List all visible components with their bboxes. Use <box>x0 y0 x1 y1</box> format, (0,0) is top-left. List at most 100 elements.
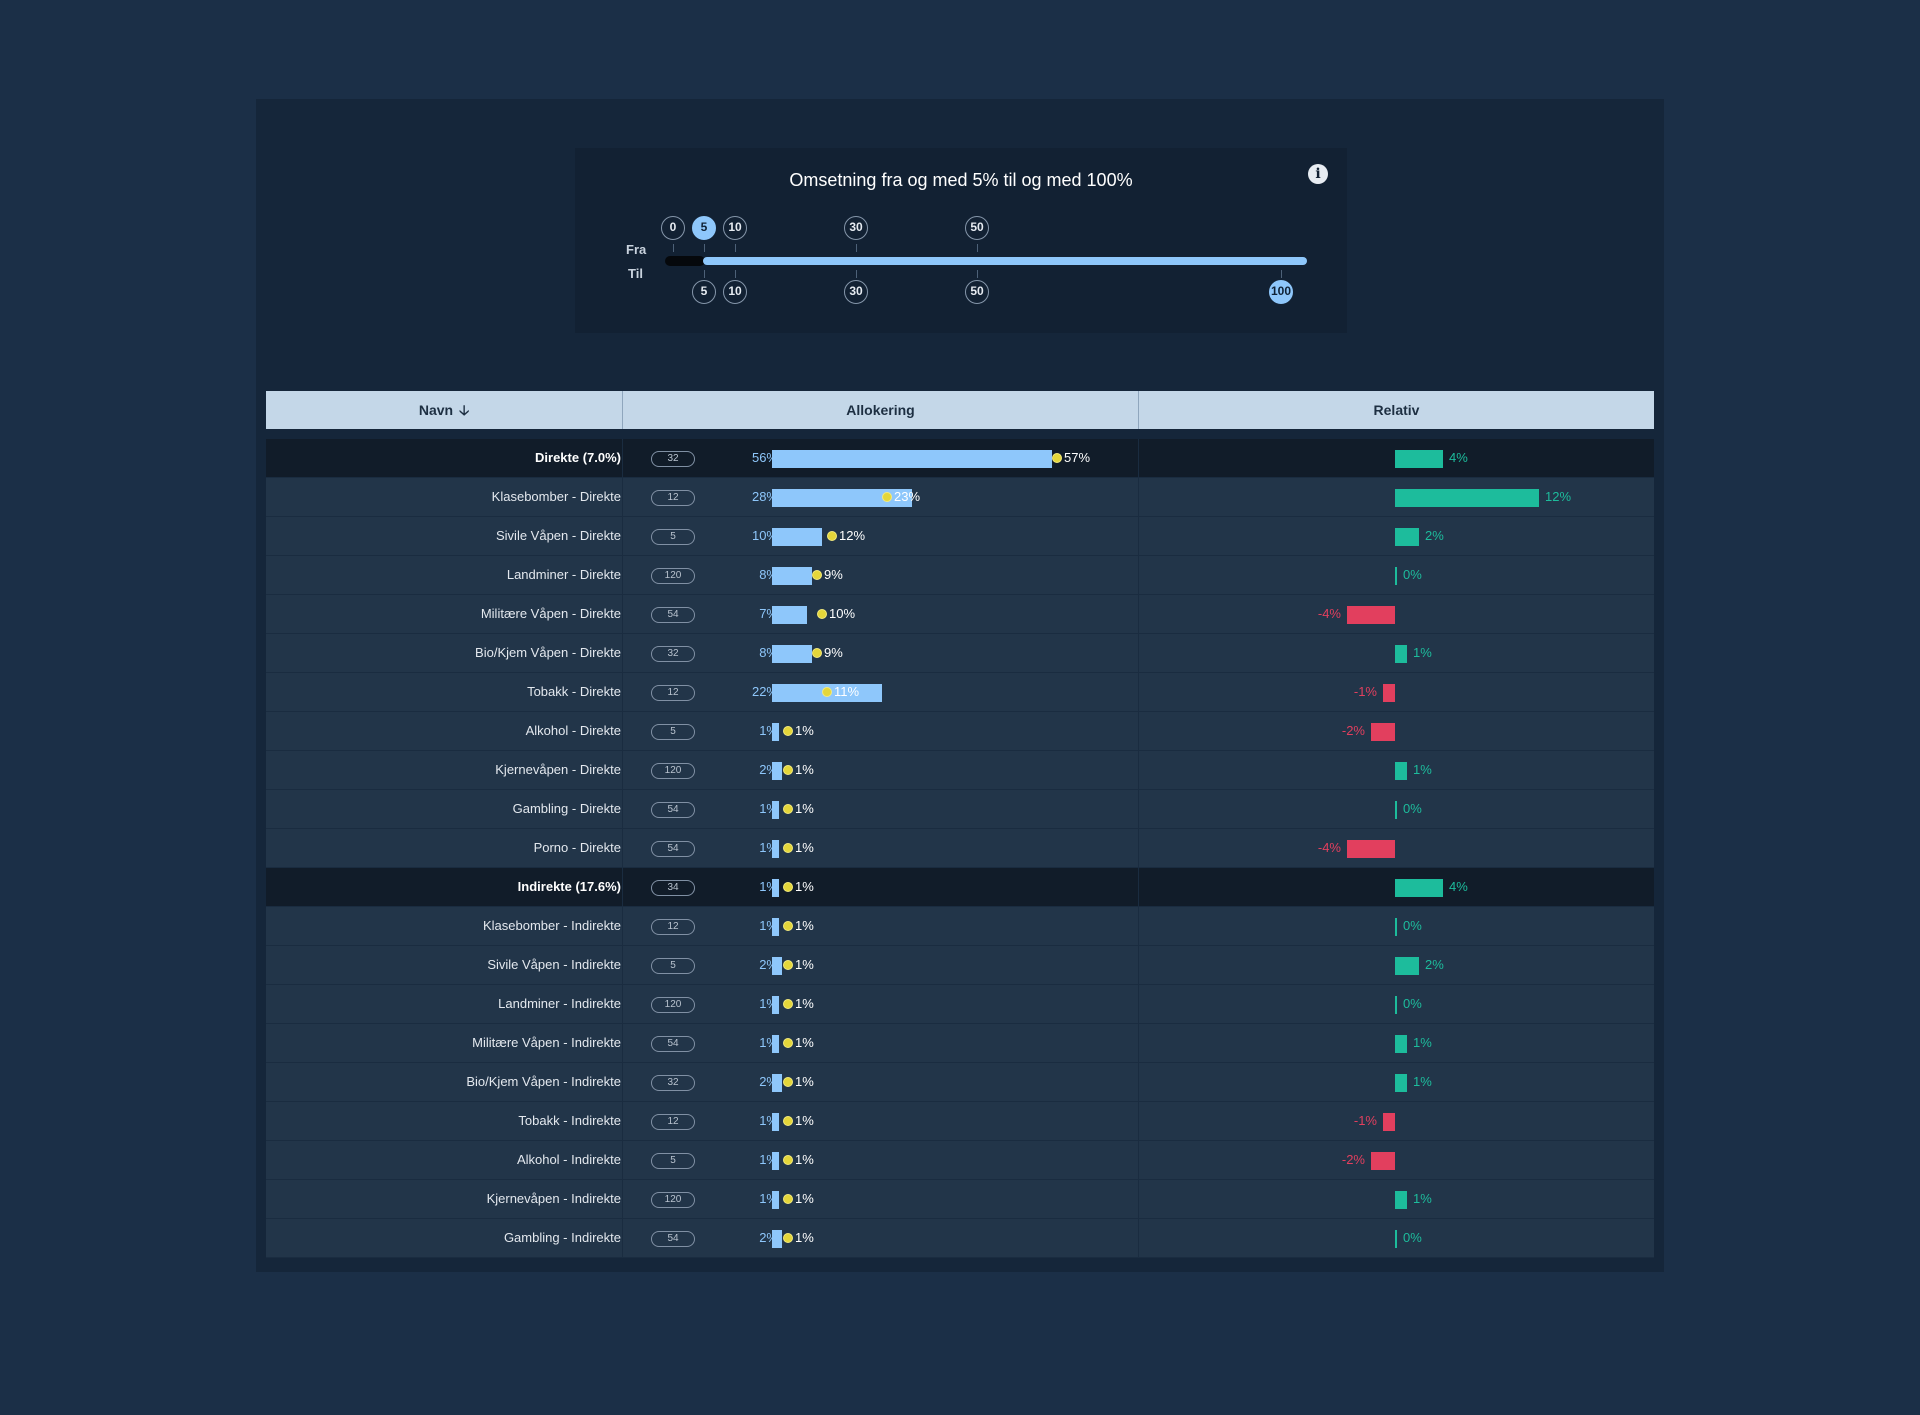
from-tick-10 <box>735 244 736 252</box>
table-row[interactable]: Tobakk - Direkte 12 22% 11% -1% <box>266 673 1654 712</box>
benchmark-marker <box>783 921 793 931</box>
row-name: Klasebomber - Direkte <box>491 489 621 504</box>
column-divider <box>622 907 623 945</box>
group-row[interactable]: Direkte (7.0%) 32 56% 57% 4% <box>266 439 1654 478</box>
row-name: Sivile Våpen - Indirekte <box>487 957 621 972</box>
allocation-bar <box>772 957 782 975</box>
table-row[interactable]: Alkohol - Direkte 5 1% 1% -2% <box>266 712 1654 751</box>
from-step-5[interactable]: 5 <box>692 216 716 240</box>
column-divider <box>1138 946 1139 984</box>
column-divider <box>622 985 623 1023</box>
relative-bar <box>1395 918 1397 936</box>
allocation-value: 28% <box>751 489 778 504</box>
benchmark-value: 9% <box>824 645 843 660</box>
benchmark-marker <box>783 1194 793 1204</box>
slider-track[interactable] <box>665 256 705 266</box>
to-step-30[interactable]: 30 <box>844 280 868 304</box>
column-header-relative[interactable]: Relativ <box>1138 391 1654 429</box>
group-row[interactable]: Indirekte (17.6%) 34 1% 1% 4% <box>266 868 1654 907</box>
row-name: Indirekte (17.6%) <box>517 879 621 894</box>
column-divider <box>1138 1024 1139 1062</box>
relative-bar <box>1395 762 1407 780</box>
benchmark-marker <box>783 882 793 892</box>
relative-bar <box>1395 645 1407 663</box>
row-name: Kjernevåpen - Indirekte <box>486 1191 621 1206</box>
row-name: Gambling - Indirekte <box>503 1230 621 1245</box>
column-divider <box>1138 907 1139 945</box>
column-divider <box>1138 829 1139 867</box>
column-divider <box>622 1180 623 1218</box>
relative-bar <box>1383 1113 1395 1131</box>
benchmark-marker <box>882 492 892 502</box>
benchmark-value: 1% <box>795 801 814 816</box>
benchmark-marker <box>783 1155 793 1165</box>
column-divider <box>1138 790 1139 828</box>
slider-selected-range[interactable] <box>703 257 1307 265</box>
relative-value: 0% <box>1403 567 1422 582</box>
table-header: Navn 🡣 Allokering Relativ <box>266 391 1654 429</box>
info-icon[interactable]: i <box>1308 164 1328 184</box>
row-name: Sivile Våpen - Direkte <box>496 528 621 543</box>
table-row[interactable]: Kjernevåpen - Indirekte 120 1% 1% 1% <box>266 1180 1654 1219</box>
benchmark-value: 1% <box>795 762 814 777</box>
allocation-bar <box>772 879 779 897</box>
holdings-count-badge: 5 <box>651 724 695 740</box>
table-row[interactable]: Bio/Kjem Våpen - Direkte 32 8% 9% 1% <box>266 634 1654 673</box>
holdings-count-badge: 120 <box>651 1192 695 1208</box>
column-header-allocation[interactable]: Allokering <box>622 391 1138 429</box>
table-row[interactable]: Landminer - Indirekte 120 1% 1% 0% <box>266 985 1654 1024</box>
holdings-count-badge: 12 <box>651 919 695 935</box>
benchmark-value: 1% <box>795 1074 814 1089</box>
table-row[interactable]: Tobakk - Indirekte 12 1% 1% -1% <box>266 1102 1654 1141</box>
benchmark-value: 1% <box>795 723 814 738</box>
table-row[interactable]: Landminer - Direkte 120 8% 9% 0% <box>266 556 1654 595</box>
column-header-name[interactable]: Navn 🡣 <box>266 391 622 429</box>
table-row[interactable]: Gambling - Indirekte 54 2% 1% 0% <box>266 1219 1654 1258</box>
column-divider <box>1138 712 1139 750</box>
benchmark-value: 9% <box>824 567 843 582</box>
table-row[interactable]: Bio/Kjem Våpen - Indirekte 32 2% 1% 1% <box>266 1063 1654 1102</box>
benchmark-marker <box>812 648 822 658</box>
benchmark-value: 1% <box>795 957 814 972</box>
allocation-bar <box>772 801 779 819</box>
holdings-count-badge: 5 <box>651 958 695 974</box>
relative-value: 1% <box>1413 1191 1432 1206</box>
from-step-10[interactable]: 10 <box>723 216 747 240</box>
from-step-50[interactable]: 50 <box>965 216 989 240</box>
benchmark-value: 23% <box>894 489 921 504</box>
table-row[interactable]: Alkohol - Indirekte 5 1% 1% -2% <box>266 1141 1654 1180</box>
holdings-count-badge: 5 <box>651 529 695 545</box>
column-divider <box>622 439 623 477</box>
table-row[interactable]: Sivile Våpen - Direkte 5 10% 12% 2% <box>266 517 1654 556</box>
benchmark-marker <box>783 726 793 736</box>
column-divider <box>1138 673 1139 711</box>
from-step-0[interactable]: 0 <box>661 216 685 240</box>
table-row[interactable]: Gambling - Direkte 54 1% 1% 0% <box>266 790 1654 829</box>
row-name: Tobakk - Direkte <box>527 684 621 699</box>
table-row[interactable]: Militære Våpen - Indirekte 54 1% 1% 1% <box>266 1024 1654 1063</box>
to-step-10[interactable]: 10 <box>723 280 747 304</box>
relative-bar <box>1395 996 1397 1014</box>
column-divider <box>1138 439 1139 477</box>
relative-bar <box>1395 801 1397 819</box>
to-step-100[interactable]: 100 <box>1269 280 1293 304</box>
row-name: Militære Våpen - Indirekte <box>472 1035 621 1050</box>
allocation-bar <box>772 996 779 1014</box>
table-row[interactable]: Klasebomber - Direkte 12 28% 23% 12% <box>266 478 1654 517</box>
from-step-30[interactable]: 30 <box>844 216 868 240</box>
table-row[interactable]: Kjernevåpen - Direkte 120 2% 1% 1% <box>266 751 1654 790</box>
to-step-50[interactable]: 50 <box>965 280 989 304</box>
table-row[interactable]: Sivile Våpen - Indirekte 5 2% 1% 2% <box>266 946 1654 985</box>
relative-value: -1% <box>1353 684 1377 699</box>
column-divider <box>622 478 623 516</box>
to-label: Til <box>628 266 643 281</box>
benchmark-marker <box>783 765 793 775</box>
allocation-bar <box>772 762 782 780</box>
table-row[interactable]: Militære Våpen - Direkte 54 7% 10% -4% <box>266 595 1654 634</box>
relative-bar <box>1395 957 1419 975</box>
table-row[interactable]: Porno - Direkte 54 1% 1% -4% <box>266 829 1654 868</box>
to-step-5[interactable]: 5 <box>692 280 716 304</box>
table-row[interactable]: Klasebomber - Indirekte 12 1% 1% 0% <box>266 907 1654 946</box>
allocation-bar <box>772 918 779 936</box>
holdings-count-badge: 120 <box>651 568 695 584</box>
